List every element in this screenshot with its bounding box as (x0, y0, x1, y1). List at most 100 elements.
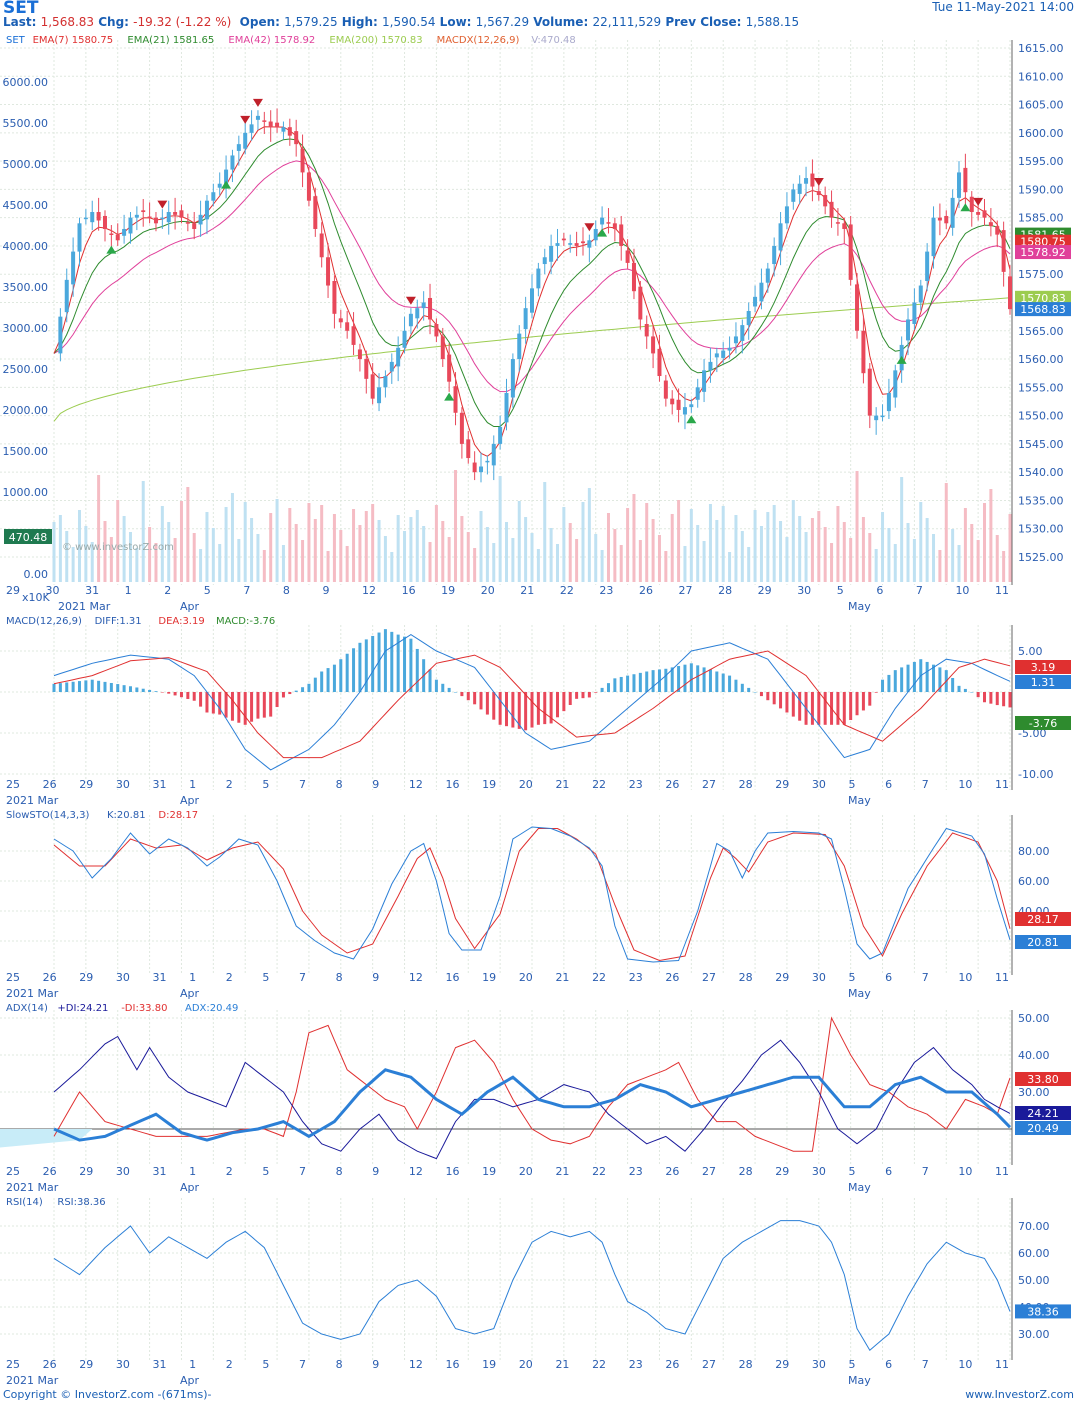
adx-x-label: 5 (262, 1165, 269, 1178)
volume-bar (861, 517, 865, 582)
macd-histogram-bar (995, 692, 999, 706)
candle-body (580, 241, 585, 244)
price-y-label: 1560.00 (1018, 353, 1064, 366)
chg-label: Chg: (98, 15, 129, 29)
candle-body (969, 196, 974, 213)
macd-histogram-bar (893, 670, 897, 692)
candle-body (268, 121, 273, 128)
macd-histogram-bar (779, 692, 783, 709)
adx-x-main-label: May (848, 1181, 871, 1194)
candle-body (351, 326, 356, 345)
rsi-x-label: 7 (922, 1358, 929, 1371)
candle-body (702, 370, 707, 392)
volume-bar (868, 533, 872, 582)
candle-body (612, 223, 617, 229)
volume-bar (906, 523, 910, 582)
volume-bar (600, 550, 604, 582)
rsi-x-label: 27 (702, 1358, 716, 1371)
macd-x-label: 29 (775, 778, 789, 791)
sell-signal-marker (405, 296, 416, 305)
macd-histogram-bar (861, 692, 865, 711)
adx-line (53, 1068, 1012, 1142)
copyright: Copyright © InvestorZ.com -(671ms)- (3, 1388, 212, 1401)
macd-histogram-bar (479, 692, 483, 710)
macd-histogram-bar (530, 692, 534, 728)
volume-bar (1002, 551, 1006, 582)
sto-x-label: 30 (116, 971, 130, 984)
adx-x-label: 20 (519, 1165, 533, 1178)
sto-x-label: 30 (812, 971, 826, 984)
adx-x-label: 30 (116, 1165, 130, 1178)
candle-body (472, 462, 477, 473)
volume-bar (250, 518, 254, 582)
adx-x-label: 19 (482, 1165, 496, 1178)
candle-body (1008, 276, 1012, 310)
macd-histogram-bar (912, 661, 916, 692)
sto-y-label: 60.00 (1018, 875, 1050, 888)
price-x-label: 7 (243, 584, 250, 597)
timestamp: Tue 11-May-2021 14:00 (932, 0, 1074, 14)
candle-body (714, 353, 719, 358)
candle-body (249, 124, 254, 133)
volume-bar (511, 538, 515, 582)
candle-body (842, 223, 847, 229)
macd-histogram-bar (103, 681, 107, 692)
volume-bar (218, 544, 222, 582)
macd-histogram-bar (148, 689, 152, 692)
volume-bar (925, 518, 929, 582)
volume-bar (651, 519, 655, 582)
adx-y-label: 30.00 (1018, 1086, 1050, 1099)
candle-body (829, 201, 834, 218)
candle-body (823, 195, 828, 207)
macd-histogram-bar (747, 687, 751, 692)
macd-histogram-bar (543, 692, 547, 725)
candle-body (778, 223, 783, 251)
price-x-label: 8 (283, 584, 290, 597)
sto-tag-k-bg (1015, 935, 1071, 949)
price-legend-3: EMA(42) 1578.92 (228, 35, 315, 46)
candle-body (574, 243, 579, 246)
volume-bar (173, 538, 177, 582)
price-y-label: 1615.00 (1018, 42, 1064, 55)
sto-x-label: 26 (43, 971, 57, 984)
adx-legend-1: +DI:24.21 (57, 1003, 108, 1014)
adx-x-label: 23 (629, 1165, 643, 1178)
volume-bar (371, 504, 375, 582)
candle-body (746, 310, 751, 326)
volume-bar (403, 531, 407, 582)
candle-body (115, 234, 120, 241)
price-x-label: 27 (679, 584, 693, 597)
macd-histogram-bar (555, 692, 559, 718)
macd-x-label: 2 (226, 778, 233, 791)
candle-body (880, 415, 885, 418)
candle-body (357, 349, 362, 360)
candle-body (600, 217, 605, 225)
rsi-x-label: 29 (775, 1358, 789, 1371)
adx-x-label: 1 (189, 1165, 196, 1178)
adx-x-label: 11 (995, 1165, 1009, 1178)
volume-bar (65, 531, 69, 582)
last-value: 1,568.83 (40, 15, 95, 29)
volume-bar (428, 542, 432, 582)
sto-x-label: 16 (446, 971, 460, 984)
candle-body (721, 350, 726, 358)
sto-x-label: 8 (336, 971, 343, 984)
price-tag-3: 1570.83 (1020, 292, 1066, 305)
price-x-label: 16 (402, 584, 416, 597)
site-link[interactable]: www.InvestorZ.com (965, 1388, 1074, 1401)
macd-histogram-bar (186, 692, 190, 699)
macd-x-label: 21 (555, 778, 569, 791)
candle-body (383, 376, 388, 388)
rsi-x-label: 5 (848, 1358, 855, 1371)
macd-x-main-label: May (848, 794, 871, 807)
macd-y-label: 5.00 (1018, 645, 1043, 658)
candle-body (166, 212, 171, 223)
adx-x-label: 31 (153, 1165, 167, 1178)
volume-bar (683, 546, 687, 582)
macd-histogram-bar (581, 692, 585, 699)
macd-histogram-bar (568, 692, 572, 705)
macd-histogram-bar (645, 671, 649, 692)
candle-body (931, 217, 936, 257)
macd-x-label: 30 (116, 778, 130, 791)
